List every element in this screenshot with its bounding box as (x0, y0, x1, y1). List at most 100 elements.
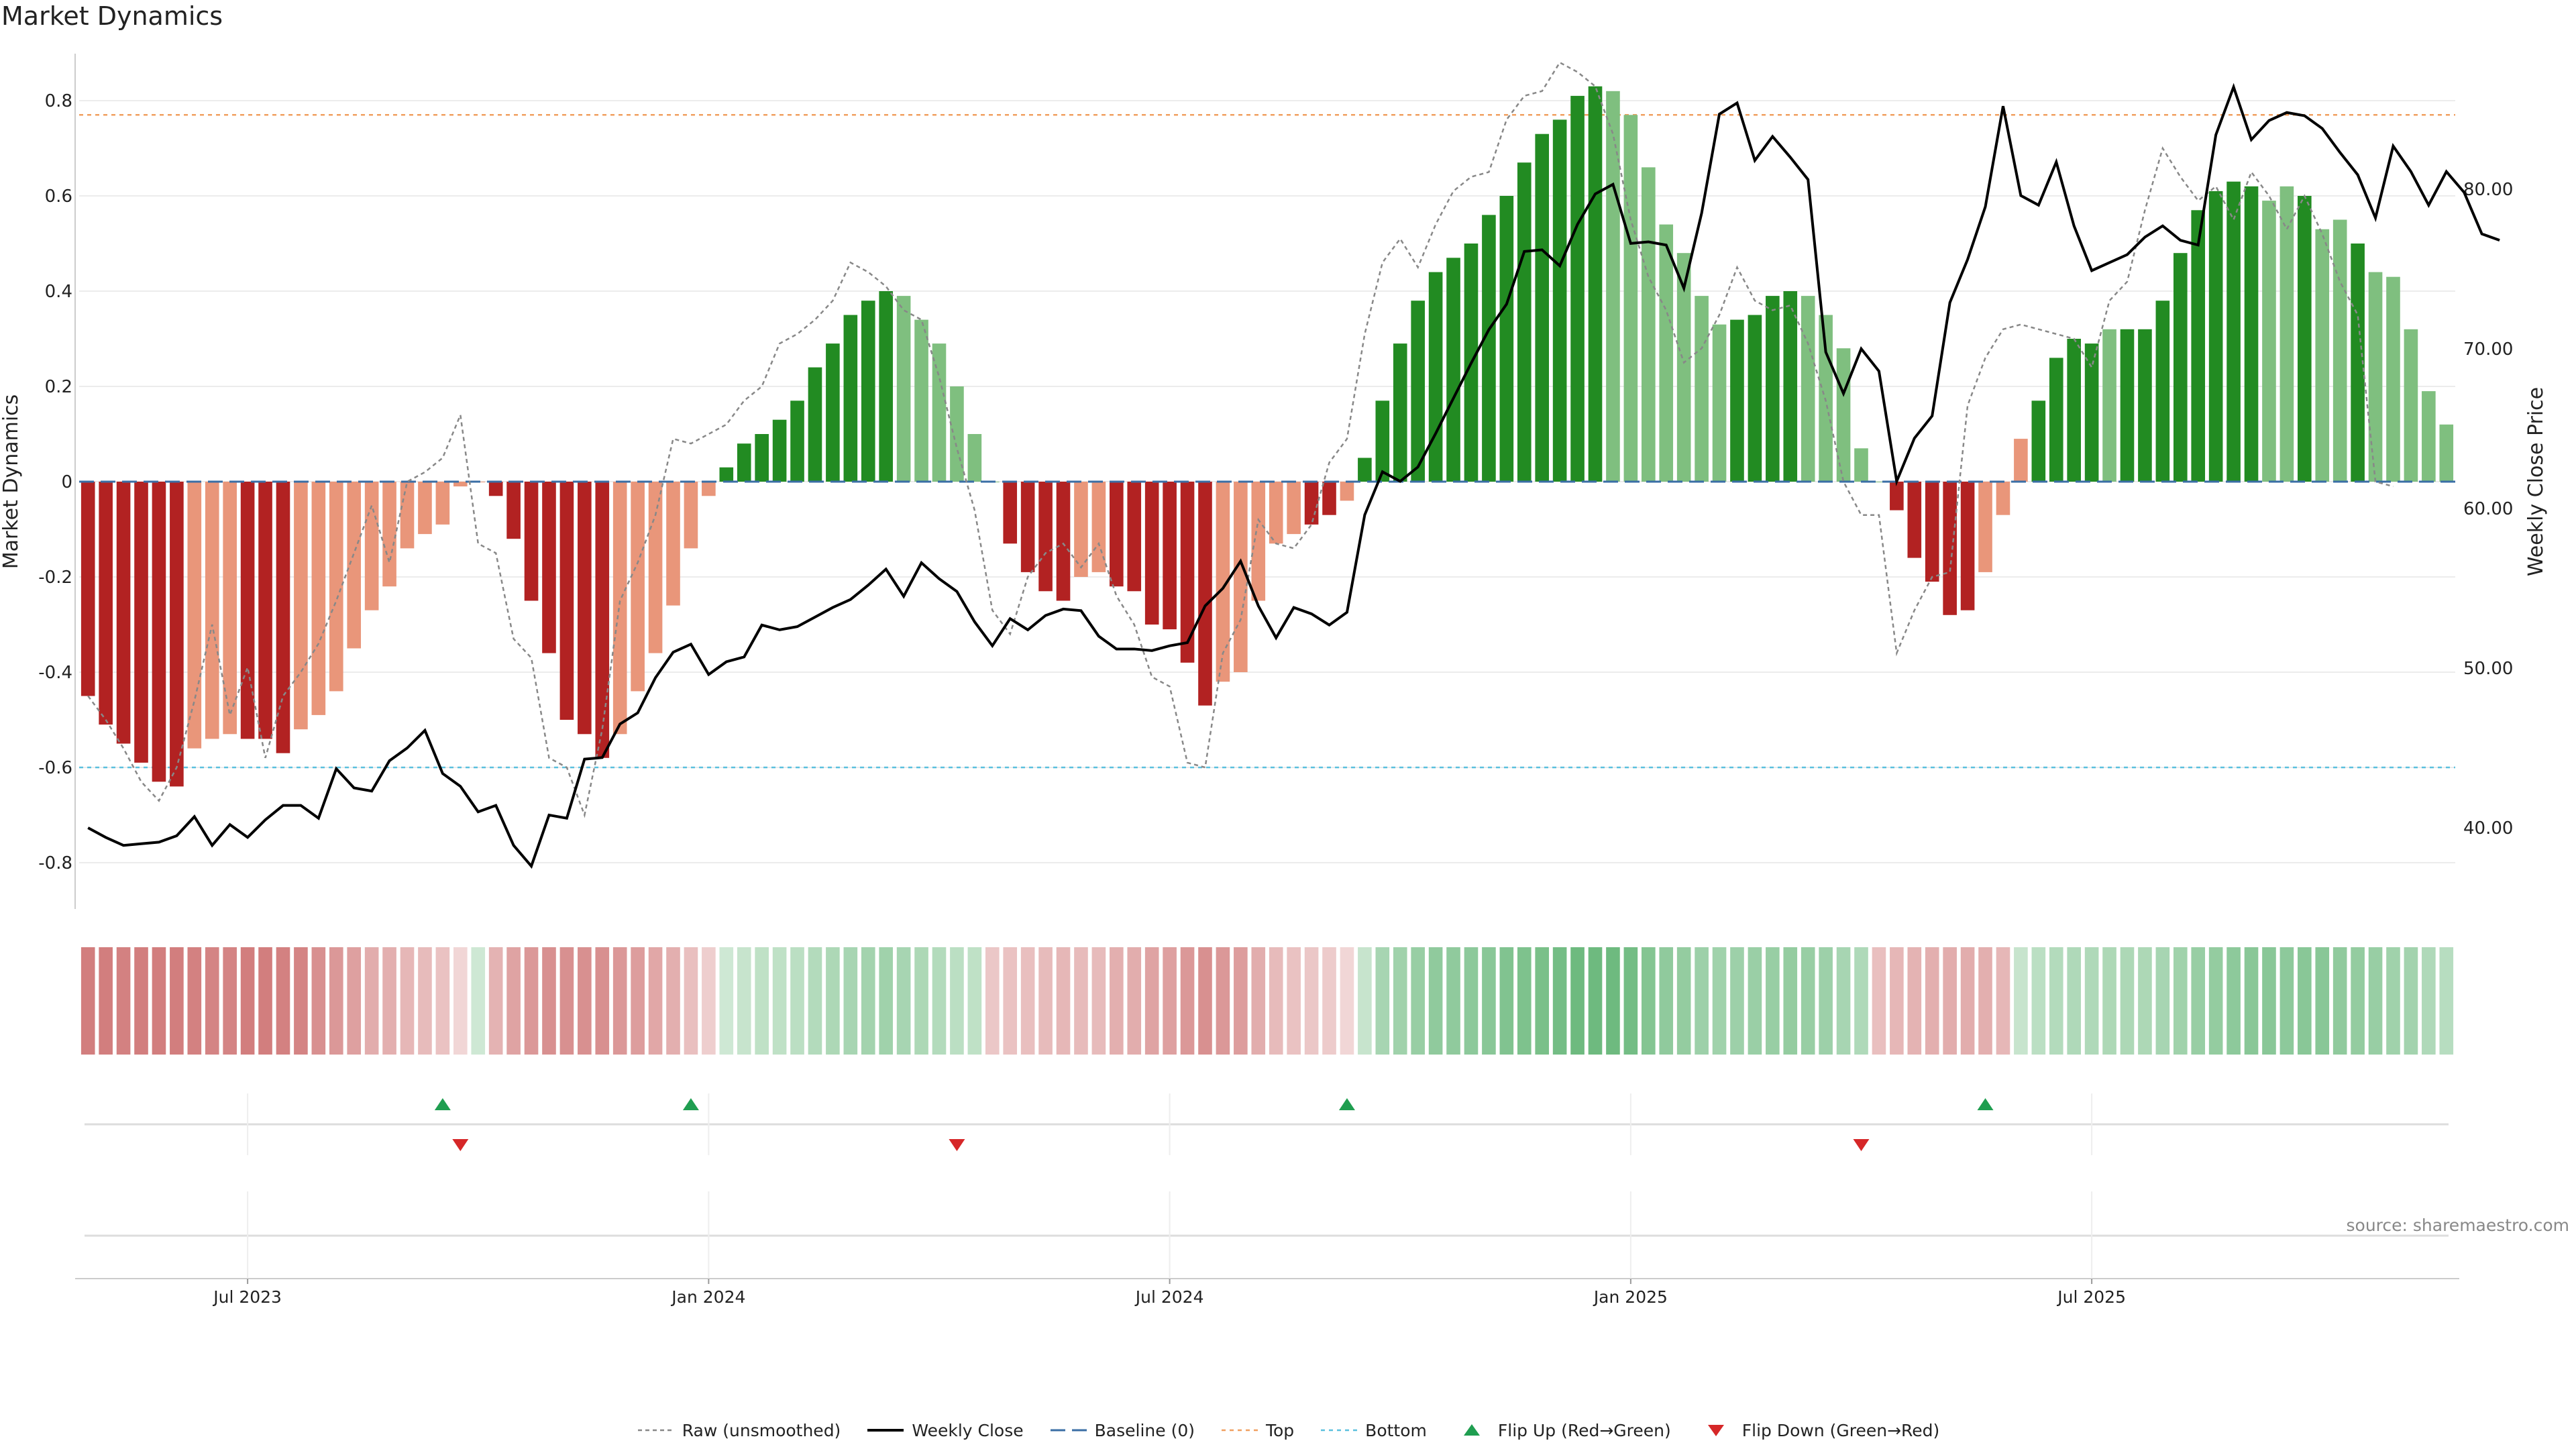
x-tick-label: Jul 2023 (212, 1287, 282, 1307)
market-dynamics-bar (861, 301, 875, 482)
market-dynamics-bar (1216, 482, 1230, 682)
left-tick-label: -0.6 (38, 758, 72, 778)
market-dynamics-bar (1854, 448, 1868, 482)
activity-strip-cell (223, 947, 237, 1055)
activity-strip-cell (1960, 947, 1975, 1055)
market-dynamics-bar (2244, 186, 2259, 482)
activity-strip-cell (1464, 947, 1479, 1055)
activity-strip-cell (1144, 947, 1159, 1055)
market-dynamics-bar (1641, 167, 1656, 482)
legend-swatch-flipdown (1707, 1425, 1724, 1436)
activity-strip-cell (1446, 947, 1460, 1055)
market-dynamics-bar (1322, 482, 1336, 515)
market-dynamics-bar (99, 482, 113, 725)
legend-label: Raw (unsmoothed) (682, 1420, 841, 1440)
x-tick-label: Jul 2024 (1134, 1287, 1204, 1307)
activity-strip-cell (2014, 947, 2028, 1055)
activity-strip-cell (1091, 947, 1106, 1055)
market-dynamics-bar (382, 482, 396, 587)
weekly-close-line (87, 83, 2500, 869)
activity-strip-cell (950, 947, 964, 1055)
activity-strip-cell (1712, 947, 1727, 1055)
activity-strip-cell (1287, 947, 1301, 1055)
market-dynamics-bar (329, 482, 343, 692)
market-dynamics-bar (1180, 482, 1195, 663)
activity-strip-cell (1606, 947, 1620, 1055)
activity-strip-cell (2226, 947, 2241, 1055)
activity-strip-cell (2138, 947, 2152, 1055)
right-tick-label: 50.00 (2463, 659, 2513, 679)
activity-strip-cell (967, 947, 982, 1055)
market-dynamics-bar (1003, 482, 1018, 544)
activity-strip-cell (1358, 947, 1372, 1055)
market-dynamics-bar (1925, 482, 1939, 582)
activity-strip-cell (276, 947, 290, 1055)
activity-strip-cell (2298, 947, 2312, 1055)
market-dynamics-bar (648, 482, 663, 653)
market-dynamics-bar (2351, 244, 2365, 482)
activity-strip-cell (2315, 947, 2330, 1055)
flip-up-marker (1338, 1098, 1355, 1110)
market-dynamics-bar (1287, 482, 1301, 535)
market-dynamics-bar (631, 482, 645, 692)
market-dynamics-bar (1801, 296, 1815, 482)
x-tick-label: Jul 2025 (2056, 1287, 2126, 1307)
activity-strip-cell (702, 947, 716, 1055)
activity-strip-cell (1393, 947, 1407, 1055)
market-dynamics-bar (808, 367, 822, 482)
market-dynamics-bar (2173, 253, 2188, 482)
market-dynamics-bar (2031, 400, 2046, 482)
flip-down-marker (452, 1139, 469, 1151)
activity-strip-cell (719, 947, 734, 1055)
market-dynamics-bar (1198, 482, 1212, 706)
market-dynamics-bar (1570, 95, 1585, 482)
market-dynamics-bar (914, 319, 928, 482)
activity-strip-cell (1428, 947, 1443, 1055)
market-dynamics-bar (1890, 482, 1904, 511)
market-dynamics-bar (932, 343, 947, 482)
market-dynamics-bar (1606, 91, 1620, 482)
market-dynamics-bar (2315, 229, 2330, 482)
market-dynamics-bar (453, 482, 468, 487)
activity-strip-cell (99, 947, 113, 1055)
market-dynamics-bar (1446, 258, 1460, 482)
legend-item-top: Top (1220, 1421, 1294, 1440)
market-dynamics-bar (364, 482, 379, 610)
market-dynamics-bar (1588, 86, 1603, 482)
activity-strip-cell (205, 947, 219, 1055)
market-dynamics-bar (1907, 482, 1922, 558)
market-dynamics-bar (2191, 210, 2206, 482)
legend-swatch-close (867, 1429, 904, 1432)
activity-strip-cell (1340, 947, 1354, 1055)
activity-strip-cell (666, 947, 680, 1055)
market-dynamics-bar (1517, 162, 1532, 482)
market-dynamics-bar (134, 482, 148, 763)
market-dynamics-bar (258, 482, 272, 739)
market-dynamics-bar (790, 400, 804, 482)
activity-strip-cell (2102, 947, 2116, 1055)
flip-up-marker (434, 1098, 451, 1110)
activity-strip-cell (294, 947, 308, 1055)
market-dynamics-bar (2120, 329, 2135, 482)
activity-strip-cell (1943, 947, 1957, 1055)
market-dynamics-bar (311, 482, 326, 715)
activity-strip-cell (1552, 947, 1567, 1055)
market-dynamics-bar (2386, 276, 2400, 482)
market-dynamics-bar (1836, 348, 1851, 482)
activity-strip-cell (755, 947, 769, 1055)
market-dynamics-bar (2138, 329, 2152, 482)
activity-strip-cell (1020, 947, 1035, 1055)
market-dynamics-bar (170, 482, 184, 787)
activity-strip-cell (435, 947, 450, 1055)
right-axis-title: Weekly Close Price (2524, 387, 2548, 576)
activity-strip-cell (2191, 947, 2206, 1055)
activity-strip-cell (2422, 947, 2436, 1055)
activity-strip-cell (1996, 947, 2010, 1055)
activity-strip-cell (2404, 947, 2418, 1055)
activity-strip-cell (258, 947, 272, 1055)
market-dynamics-bar (506, 482, 521, 539)
chart-title: Market Dynamics (1, 1, 223, 31)
activity-strip-cell (1801, 947, 1815, 1055)
market-dynamics-bar (116, 482, 131, 744)
